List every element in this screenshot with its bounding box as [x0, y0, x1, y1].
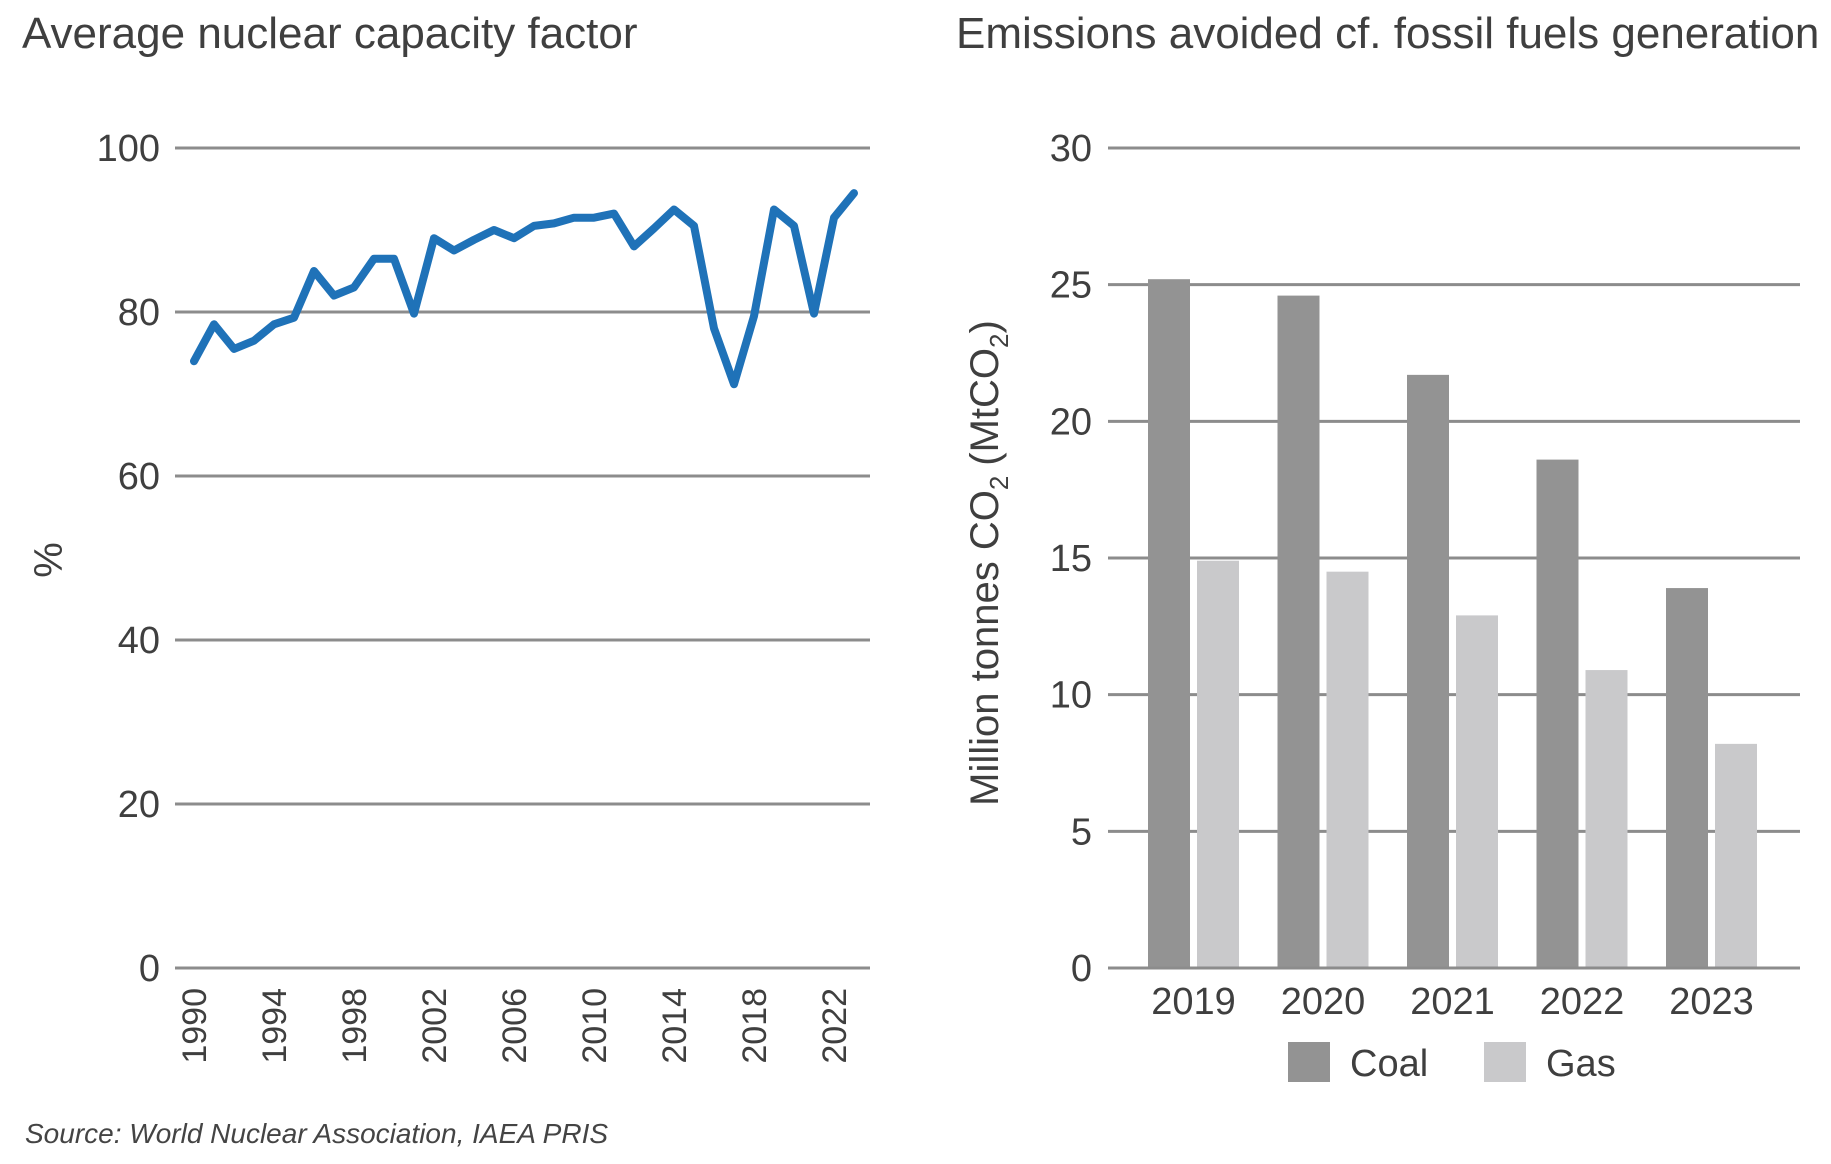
ylabel-main: Million tonnes CO — [963, 490, 1007, 806]
capacity-x-tick-label: 2002 — [416, 988, 454, 1064]
capacity-x-tick-label: 2010 — [576, 988, 614, 1064]
emissions-x-tick-label: 2023 — [1669, 981, 1754, 1023]
gas-bar-2021 — [1456, 615, 1498, 968]
gas-bar-2019 — [1197, 560, 1239, 968]
emissions-y-tick-label: 15 — [1050, 538, 1092, 580]
capacity-y-ticks: 0 20 40 60 80 100 — [97, 128, 160, 990]
ylabel-unit: (MtCO — [963, 348, 1007, 466]
capacity-x-tick-label: 2022 — [816, 988, 854, 1064]
emissions-y-tick-label: 30 — [1050, 128, 1092, 170]
capacity-y-tick-label: 80 — [118, 292, 160, 334]
capacity-x-tick-label: 2014 — [656, 988, 694, 1064]
coal-bar-2019 — [1148, 279, 1190, 968]
capacity-x-tick-label: 2006 — [496, 988, 534, 1064]
emissions-chart-title: Emissions avoided cf. fossil fuels gener… — [956, 9, 1819, 58]
coal-bar-2021 — [1407, 374, 1449, 968]
coal-legend-label: Coal — [1350, 1043, 1428, 1085]
capacity-chart-title: Average nuclear capacity factor — [22, 9, 638, 58]
capacity-factor-line — [190, 189, 858, 389]
capacity-y-tick-label: 0 — [139, 948, 160, 990]
emissions-y-tick-label: 10 — [1050, 675, 1092, 717]
capacity-x-tick-label: 1990 — [176, 988, 214, 1064]
ylabel-unit-close: ) — [963, 320, 1007, 333]
emissions-bars — [1108, 279, 1800, 970]
ylabel-subscript: 2 — [984, 476, 1014, 490]
coal-bar-2022 — [1536, 459, 1579, 968]
coal-legend-swatch — [1288, 1042, 1330, 1082]
source-note: Source: World Nuclear Association, IAEA … — [25, 1118, 608, 1149]
capacity-grid — [175, 146, 870, 970]
emissions-legend: Coal Gas — [1288, 1042, 1616, 1085]
gas-legend-label: Gas — [1546, 1043, 1616, 1085]
emissions-x-ticks: 2019 2020 2021 2022 2023 — [1151, 981, 1754, 1023]
gas-bar-2023 — [1715, 743, 1757, 968]
gas-legend-swatch — [1484, 1042, 1526, 1082]
capacity-y-axis-label: % — [27, 542, 71, 578]
capacity-y-tick-label: 60 — [118, 456, 160, 498]
capacity-y-tick-label: 100 — [97, 128, 160, 170]
capacity-y-tick-label: 20 — [118, 784, 160, 826]
emissions-y-tick-label: 0 — [1071, 948, 1092, 990]
capacity-y-tick-label: 40 — [118, 620, 160, 662]
coal-bar-2023 — [1666, 588, 1708, 968]
ylabel-unit-subscript: 2 — [984, 333, 1014, 347]
emissions-x-tick-label: 2022 — [1540, 981, 1625, 1023]
emissions-y-tick-label: 20 — [1050, 401, 1092, 443]
capacity-x-ticks: 1990 1994 1998 2002 2006 2010 2014 2018 2022 — [176, 988, 854, 1064]
emissions-y-axis-label: Million tonnes CO2(MtCO2) — [963, 320, 1014, 806]
emissions-x-tick-label: 2019 — [1151, 981, 1236, 1023]
emissions-x-tick-label: 2021 — [1410, 981, 1495, 1023]
capacity-x-tick-label: 1994 — [256, 988, 294, 1064]
emissions-y-ticks: 0 5 10 15 20 25 30 — [1050, 128, 1092, 990]
capacity-x-tick-label: 1998 — [336, 988, 374, 1064]
capacity-x-tick-label: 2018 — [736, 988, 774, 1064]
gas-bar-2022 — [1585, 670, 1628, 968]
emissions-x-tick-label: 2020 — [1281, 981, 1366, 1023]
emissions-avoided-chart: Emissions avoided cf. fossil fuels gener… — [956, 9, 1819, 1085]
gas-bar-2020 — [1326, 571, 1369, 968]
emissions-y-tick-label: 25 — [1050, 265, 1092, 307]
emissions-y-tick-label: 5 — [1071, 811, 1092, 853]
coal-bar-2020 — [1277, 295, 1320, 969]
capacity-factor-chart: Average nuclear capacity factor 0 20 40 60 8… — [22, 9, 870, 1064]
